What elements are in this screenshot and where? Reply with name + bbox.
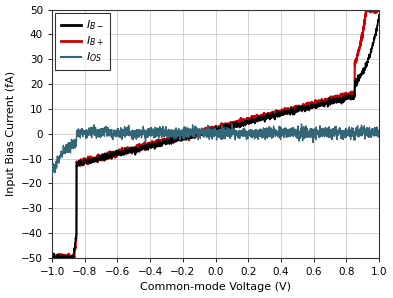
$I_{OS}$ (50, 169, 54, 173)
$I_{B+}$ (175, 137, 180, 141)
$I_{OS}$ (377, 131, 382, 135)
Line: $I_{OS}$: $I_{OS}$ (52, 124, 379, 177)
$I_{B-}$ (175, 135, 180, 139)
X-axis label: Common-mode Voltage (V): Common-mode Voltage (V) (140, 283, 291, 292)
Y-axis label: Input Bias Current (fA): Input Bias Current (fA) (6, 71, 16, 196)
$I_{B-}$ (189, 136, 194, 139)
$I_{B+}$ (364, 8, 369, 11)
$I_{OS}$ (50, 175, 55, 179)
$I_{OS}$ (335, 130, 340, 133)
$I_{OS}$ (189, 133, 194, 136)
$I_{B+}$ (50, 256, 54, 260)
$I_{B+}$ (189, 131, 194, 135)
Legend: $I_{B-}$, $I_{B+}$, $I_{OS}$: $I_{B-}$, $I_{B+}$, $I_{OS}$ (55, 13, 110, 70)
$I_{B+}$ (335, 96, 340, 100)
$I_{B-}$ (370, 42, 375, 46)
$I_{OS}$ (87, 133, 92, 136)
$I_{OS}$ (299, 122, 304, 126)
Line: $I_{B-}$: $I_{B-}$ (52, 15, 379, 258)
$I_{B+}$ (377, 8, 382, 11)
$I_{B+}$ (371, 8, 375, 11)
Line: $I_{B+}$: $I_{B+}$ (52, 10, 379, 258)
$I_{B-}$ (335, 98, 340, 101)
$I_{OS}$ (175, 129, 180, 133)
$I_{B+}$ (107, 155, 111, 159)
$I_{OS}$ (371, 133, 375, 136)
$I_{B-}$ (107, 156, 111, 160)
$I_{B-}$ (50, 256, 54, 260)
$I_{B-}$ (87, 159, 92, 162)
$I_{B+}$ (87, 159, 92, 162)
$I_{OS}$ (107, 133, 111, 136)
$I_{B-}$ (377, 13, 382, 16)
$I_{B-}$ (377, 15, 382, 19)
